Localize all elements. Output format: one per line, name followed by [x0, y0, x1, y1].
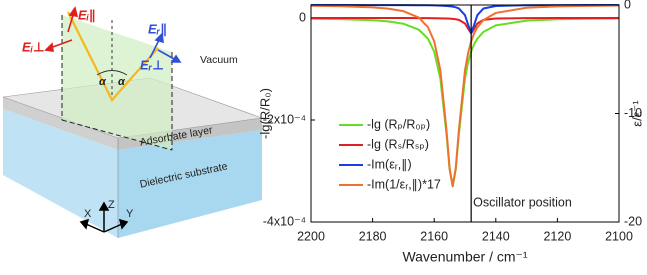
coordinate-axes [79, 201, 129, 233]
x-tick-label: 2180 [359, 229, 387, 243]
series-line [310, 17, 620, 188]
arrow-head [44, 42, 54, 52]
angle-arc [96, 70, 128, 76]
annotation: Oscillator position [473, 195, 572, 209]
axis-letter: Z [108, 199, 115, 211]
legend-label: -Im(1/εᵣ,∥)*17 [367, 177, 441, 191]
legend-label: -lg (Rₛ/Rₛₚ) [367, 137, 429, 151]
x-tick-label: 2160 [420, 229, 448, 243]
x-axis-label: Wavenumber / cm⁻¹ [402, 249, 527, 265]
arrow-head [98, 201, 110, 211]
layer-left-face [3, 97, 118, 150]
x-tick-label: 2120 [543, 229, 571, 243]
arrow-head [118, 218, 129, 230]
x-axis [85, 223, 105, 233]
y-tick-label: -4x10⁻⁴ [263, 214, 306, 228]
substrate-right-face [118, 130, 262, 238]
y-tick-label: -2x10⁻⁴ [263, 112, 306, 126]
field-label: Eᵣ⊥ [140, 57, 164, 72]
axis-letter: Y [126, 208, 134, 220]
arrow-head [68, 6, 79, 17]
y-axis [103, 223, 123, 233]
region-label: Vacuum [200, 54, 238, 66]
light-ray [67, 11, 159, 102]
y-axis-label: -lg(R/R₀) [257, 88, 272, 139]
chart: 2200 2180 2160 2140 2120 2100 0 -2x10⁻⁴ -4x10⁻⁴ 0… [257, 0, 644, 265]
axis-letter: X [84, 208, 92, 220]
legend-label: -lg (Rₚ/R₀ₚ) [367, 117, 430, 131]
field-arrow [157, 49, 177, 61]
y2-tick-label: -20 [624, 214, 642, 228]
angle-label: α [99, 76, 107, 88]
reflected-field [149, 32, 182, 63]
y2-axis-label: ε/ε⁻¹ [629, 100, 644, 127]
field-label: Eᵢ⊥ [22, 39, 45, 54]
x-tick-label: 2140 [482, 229, 510, 243]
substrate-left-face [3, 109, 118, 238]
plane-edge [61, 119, 173, 151]
arrow-head [79, 218, 90, 230]
legend-label: -Im(εᵣ,∥) [367, 157, 412, 171]
field-label: Eᵣ∥ [148, 21, 167, 36]
arrow-head [170, 54, 182, 63]
series-line [310, 4, 620, 188]
x-tick-label: 2200 [297, 229, 325, 243]
y2-tick-label: 0 [624, 0, 631, 11]
field-arrow [49, 39, 73, 49]
field-label: Eᵢ∥ [78, 7, 95, 22]
series-line [311, 17, 619, 35]
y-tick-label: 0 [299, 10, 306, 24]
arrow-head [154, 32, 164, 44]
incidence-plane [62, 15, 172, 150]
plot-frame [310, 4, 620, 223]
incident-field [44, 6, 79, 52]
y2-tick-label: -10 [624, 106, 642, 120]
x-tick-label: 2100 [605, 229, 633, 243]
angle-label: α [118, 76, 126, 88]
diagram: Eᵢ∥ Eᵢ⊥ Eᵣ∥ Eᵣ⊥ α α Vacuum Adsorbate lay… [2, 6, 263, 238]
